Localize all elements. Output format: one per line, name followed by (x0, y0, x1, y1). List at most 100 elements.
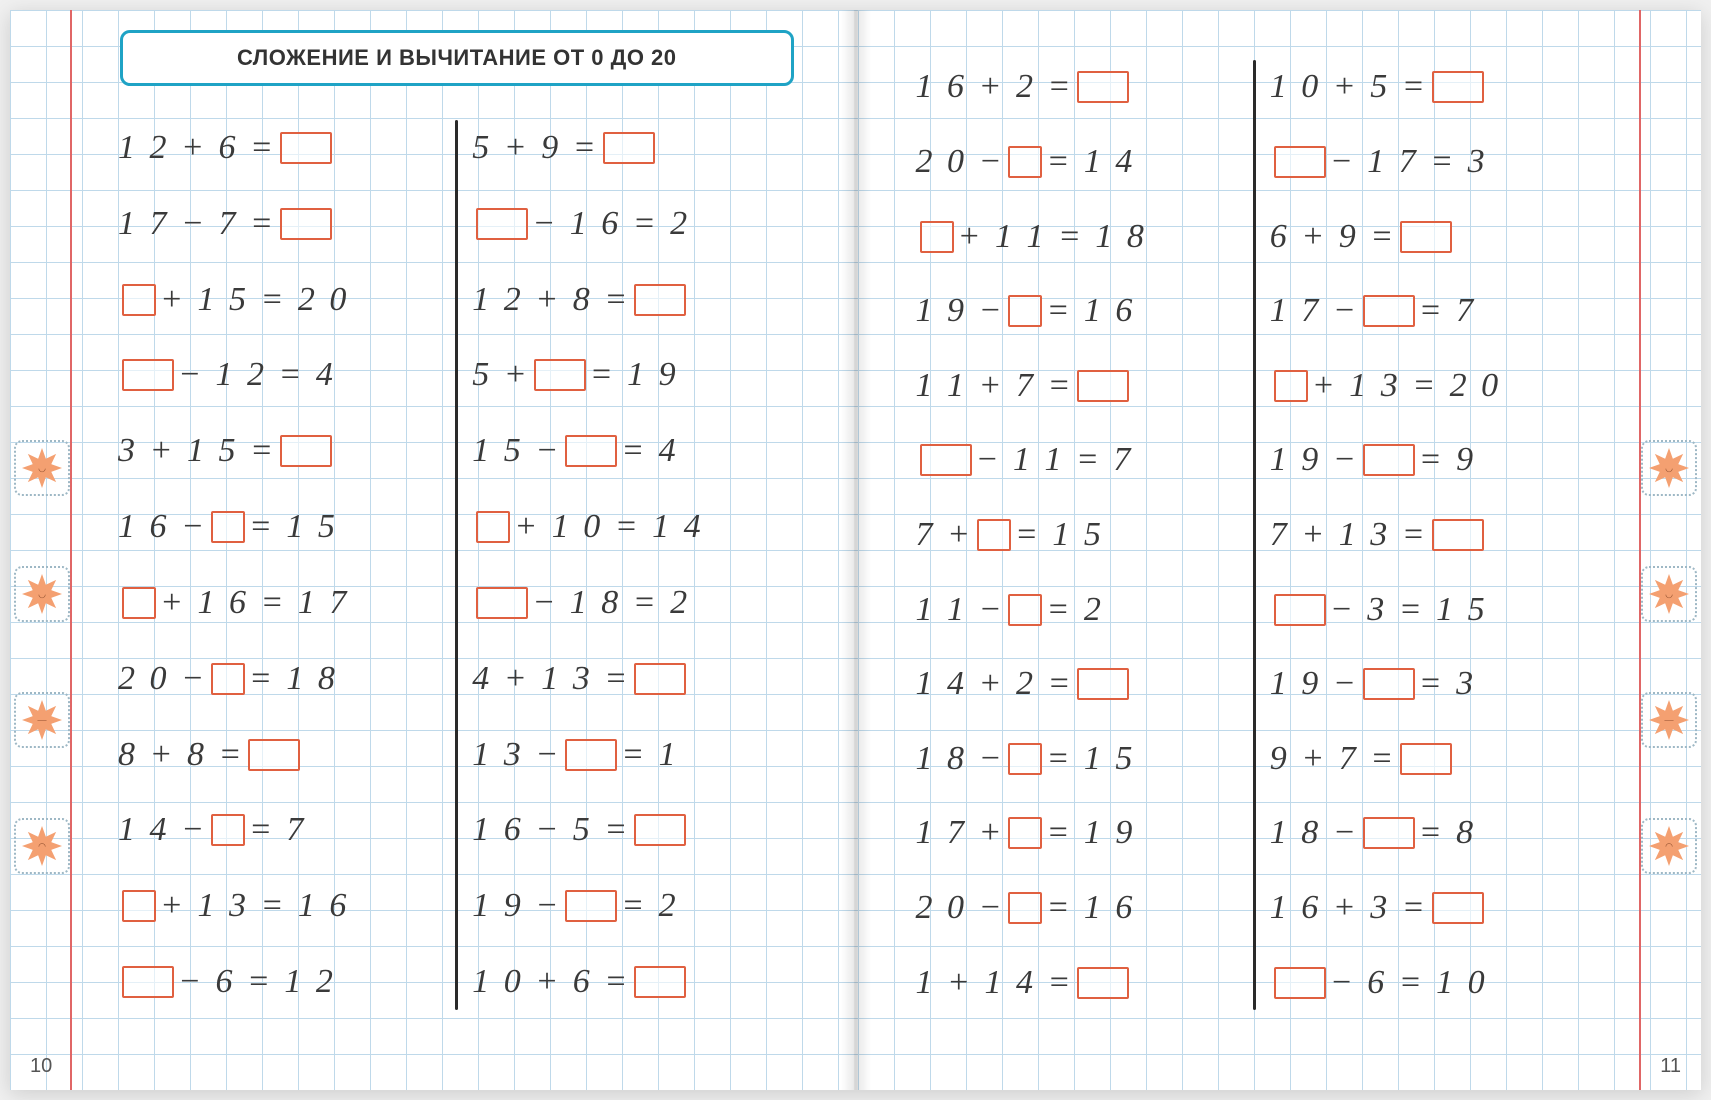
answer-blank[interactable] (1363, 444, 1415, 476)
equation-row: + 1 3 = 1 6 (118, 876, 441, 936)
worksheet-title: СЛОЖЕНИЕ И ВЫЧИТАНИЕ ОТ 0 ДО 20 (120, 30, 794, 86)
answer-blank[interactable] (1008, 817, 1042, 849)
answer-blank[interactable] (211, 814, 245, 846)
equation-row: 1 7 − 7 = (118, 194, 441, 254)
answer-blank[interactable] (920, 444, 972, 476)
equation-text: 8 + 8 = (118, 736, 244, 774)
equation-text: + 1 6 = 1 7 (160, 584, 349, 622)
answer-blank[interactable] (634, 663, 686, 695)
equation-row: 1 2 + 8 = (472, 270, 795, 330)
answer-blank[interactable] (1274, 967, 1326, 999)
answer-blank[interactable] (1274, 146, 1326, 178)
answer-blank[interactable] (248, 739, 300, 771)
answer-blank[interactable] (211, 511, 245, 543)
equation-text: 1 + 1 4 = (916, 964, 1074, 1002)
equation-row: 3 + 1 5 = (118, 421, 441, 481)
answer-blank[interactable] (603, 132, 655, 164)
answer-blank[interactable] (476, 208, 528, 240)
answer-blank[interactable] (1274, 370, 1308, 402)
equation-row: 1 0 + 6 = (472, 952, 795, 1012)
equation-text: 6 + 9 = (1270, 218, 1396, 256)
equation-text: = 1 9 (590, 356, 679, 394)
answer-blank[interactable] (211, 663, 245, 695)
answer-blank[interactable] (280, 132, 332, 164)
answer-blank[interactable] (565, 890, 617, 922)
equation-row: 1 2 + 6 = (118, 118, 441, 178)
answer-blank[interactable] (1008, 892, 1042, 924)
answer-blank[interactable] (1008, 743, 1042, 775)
answer-blank[interactable] (565, 739, 617, 771)
equation-row: − 3 = 1 5 (1270, 580, 1593, 640)
answer-blank[interactable] (634, 814, 686, 846)
answer-blank[interactable] (1400, 221, 1452, 253)
equation-text: 1 3 − (472, 736, 561, 774)
answer-blank[interactable] (1077, 71, 1129, 103)
equation-text: = 1 6 (1046, 292, 1135, 330)
equation-row: + 1 0 = 1 4 (472, 497, 795, 557)
equation-text: 1 0 + 6 = (472, 963, 630, 1001)
equation-text: 1 2 + 8 = (472, 281, 630, 319)
equation-row: 7 + 1 3 = (1270, 505, 1593, 565)
equation-row: 1 0 + 5 = (1270, 57, 1593, 117)
equation-text: 1 9 − (1270, 441, 1359, 479)
answer-blank[interactable] (634, 966, 686, 998)
equation-text: = 1 (621, 736, 678, 774)
sun-icon: ◠ (22, 826, 62, 866)
equation-text: 9 + 7 = (1270, 740, 1396, 778)
answer-blank[interactable] (1077, 370, 1129, 402)
answer-blank[interactable] (534, 359, 586, 391)
answer-blank[interactable] (476, 511, 510, 543)
answer-blank[interactable] (122, 966, 174, 998)
answer-blank[interactable] (280, 435, 332, 467)
answer-blank[interactable] (280, 208, 332, 240)
sun-icon: ◡ (22, 574, 62, 614)
answer-blank[interactable] (1274, 594, 1326, 626)
equation-text: − 1 1 = 7 (976, 441, 1134, 479)
equation-columns-left: 1 2 + 6 =1 7 − 7 =+ 1 5 = 2 0− 1 2 = 43 … (110, 100, 804, 1030)
answer-blank[interactable] (977, 519, 1011, 551)
equation-column: 1 6 + 2 =2 0 −= 1 4+ 1 1 = 1 81 9 −= 1 6… (908, 40, 1247, 1030)
equation-row: 7 += 1 5 (916, 505, 1239, 565)
equation-text: = 1 5 (1015, 516, 1104, 554)
answer-blank[interactable] (1363, 817, 1415, 849)
equation-text: = 1 9 (1046, 814, 1135, 852)
equation-row: 1 1 −= 2 (916, 580, 1239, 640)
answer-blank[interactable] (1008, 146, 1042, 178)
equation-row: 1 7 += 1 9 (916, 803, 1239, 863)
answer-blank[interactable] (1400, 743, 1452, 775)
answer-blank[interactable] (122, 587, 156, 619)
answer-blank[interactable] (1077, 668, 1129, 700)
sticker-column-right: ◡◡—◠ (1641, 440, 1697, 874)
reward-sticker: ◠ (14, 818, 70, 874)
equation-row: − 6 = 1 0 (1270, 953, 1593, 1013)
answer-blank[interactable] (920, 221, 954, 253)
answer-blank[interactable] (122, 359, 174, 391)
equation-text: 1 0 + 5 = (1270, 68, 1428, 106)
equation-text: = 1 5 (1046, 740, 1135, 778)
answer-blank[interactable] (122, 284, 156, 316)
equation-text: 1 6 + 3 = (1270, 889, 1428, 927)
equation-text: 1 9 − (916, 292, 1005, 330)
equation-text: 5 + 9 = (472, 129, 598, 167)
answer-blank[interactable] (1432, 71, 1484, 103)
equation-text: 1 9 − (1270, 665, 1359, 703)
workbook-spread: ◡◡—◠ СЛОЖЕНИЕ И ВЫЧИТАНИЕ ОТ 0 ДО 20 1 2… (10, 10, 1701, 1090)
answer-blank[interactable] (1363, 668, 1415, 700)
equation-row: − 1 8 = 2 (472, 573, 795, 633)
answer-blank[interactable] (1432, 519, 1484, 551)
answer-blank[interactable] (122, 890, 156, 922)
equation-text: 1 1 + 7 = (916, 367, 1074, 405)
sun-icon: ◡ (1649, 574, 1689, 614)
page-number-right: 11 (1660, 1055, 1681, 1078)
answer-blank[interactable] (1008, 295, 1042, 327)
reward-sticker: ◡ (1641, 440, 1697, 496)
answer-blank[interactable] (634, 284, 686, 316)
answer-blank[interactable] (476, 587, 528, 619)
answer-blank[interactable] (1008, 594, 1042, 626)
equation-row: 1 8 −= 8 (1270, 803, 1593, 863)
answer-blank[interactable] (1432, 892, 1484, 924)
answer-blank[interactable] (565, 435, 617, 467)
answer-blank[interactable] (1077, 967, 1129, 999)
answer-blank[interactable] (1363, 295, 1415, 327)
equation-text: 1 8 − (1270, 814, 1359, 852)
